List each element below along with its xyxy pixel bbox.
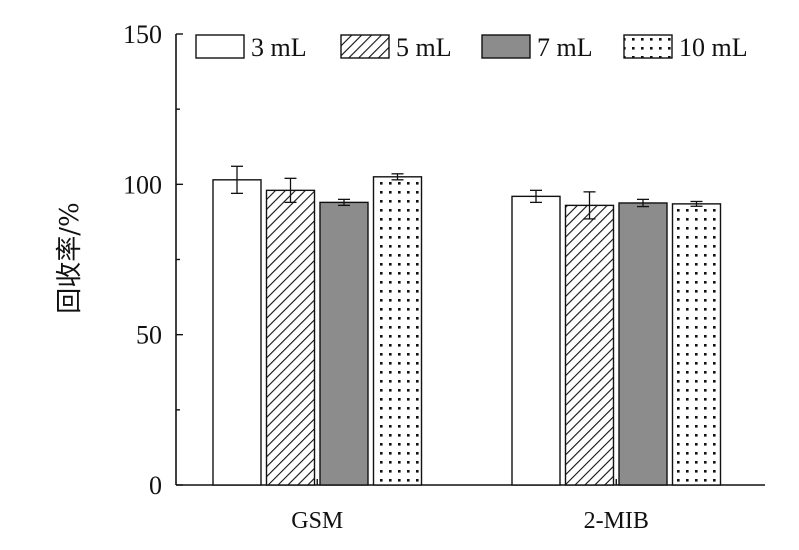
y-ticks: 0 50 100 150 — [123, 20, 183, 500]
bar — [618, 202, 668, 486]
x-tick-label: 2-MIB — [584, 508, 649, 534]
bar — [564, 204, 615, 486]
bar — [265, 189, 316, 486]
legend-swatch — [623, 34, 673, 59]
y-tick-label: 100 — [123, 170, 162, 199]
legend: 3 mL 5 mL 7 mL 10 mL — [195, 33, 748, 62]
y-tick-label: 150 — [123, 20, 162, 49]
bar — [511, 195, 561, 486]
legend-swatch — [195, 34, 245, 59]
bar — [671, 203, 722, 486]
error-bars — [231, 165, 703, 220]
legend-label: 10 mL — [679, 33, 748, 62]
y-tick-label: 0 — [149, 471, 162, 500]
legend-label: 3 mL — [251, 33, 307, 62]
bar — [372, 176, 423, 486]
legend-label: 7 mL — [537, 33, 593, 62]
y-axis-label: 回收率/% — [55, 202, 85, 313]
bar — [319, 201, 369, 486]
y-tick-label: 50 — [136, 321, 162, 350]
x-tick-label: GSM — [291, 508, 343, 534]
x-ticks: GSM 2-MIB — [291, 479, 649, 534]
bars — [212, 176, 722, 486]
legend-label: 5 mL — [396, 33, 452, 62]
bar — [212, 179, 262, 486]
legend-swatch — [481, 34, 531, 59]
legend-swatch — [340, 34, 390, 59]
